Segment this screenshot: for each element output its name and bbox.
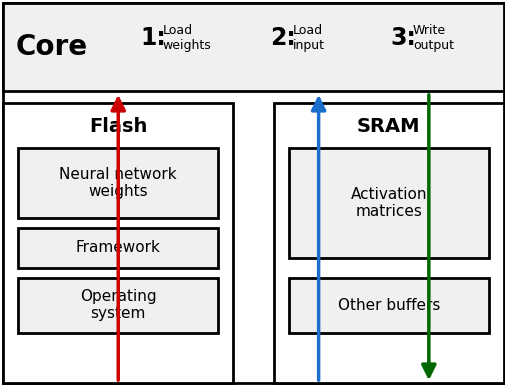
Bar <box>18 278 218 333</box>
Text: Operating
system: Operating system <box>80 289 156 321</box>
Bar <box>288 278 488 333</box>
Text: Load
input: Load input <box>292 24 324 52</box>
Text: SRAM: SRAM <box>357 117 420 137</box>
Bar <box>273 103 503 383</box>
Text: Core: Core <box>16 33 88 61</box>
Text: 2:: 2: <box>270 26 296 50</box>
Text: Activation
matrices: Activation matrices <box>350 187 426 219</box>
Text: Other buffers: Other buffers <box>337 298 439 313</box>
Bar <box>18 148 218 218</box>
Text: Load
weights: Load weights <box>162 24 211 52</box>
Bar <box>18 228 218 268</box>
Bar <box>288 148 488 258</box>
Bar <box>3 3 503 91</box>
Text: 3:: 3: <box>390 26 416 50</box>
Text: Neural network
weights: Neural network weights <box>59 167 177 199</box>
Bar <box>3 103 233 383</box>
Text: Write
output: Write output <box>412 24 453 52</box>
Text: Flash: Flash <box>89 117 147 137</box>
Text: Framework: Framework <box>76 240 161 256</box>
Text: 1:: 1: <box>140 26 166 50</box>
